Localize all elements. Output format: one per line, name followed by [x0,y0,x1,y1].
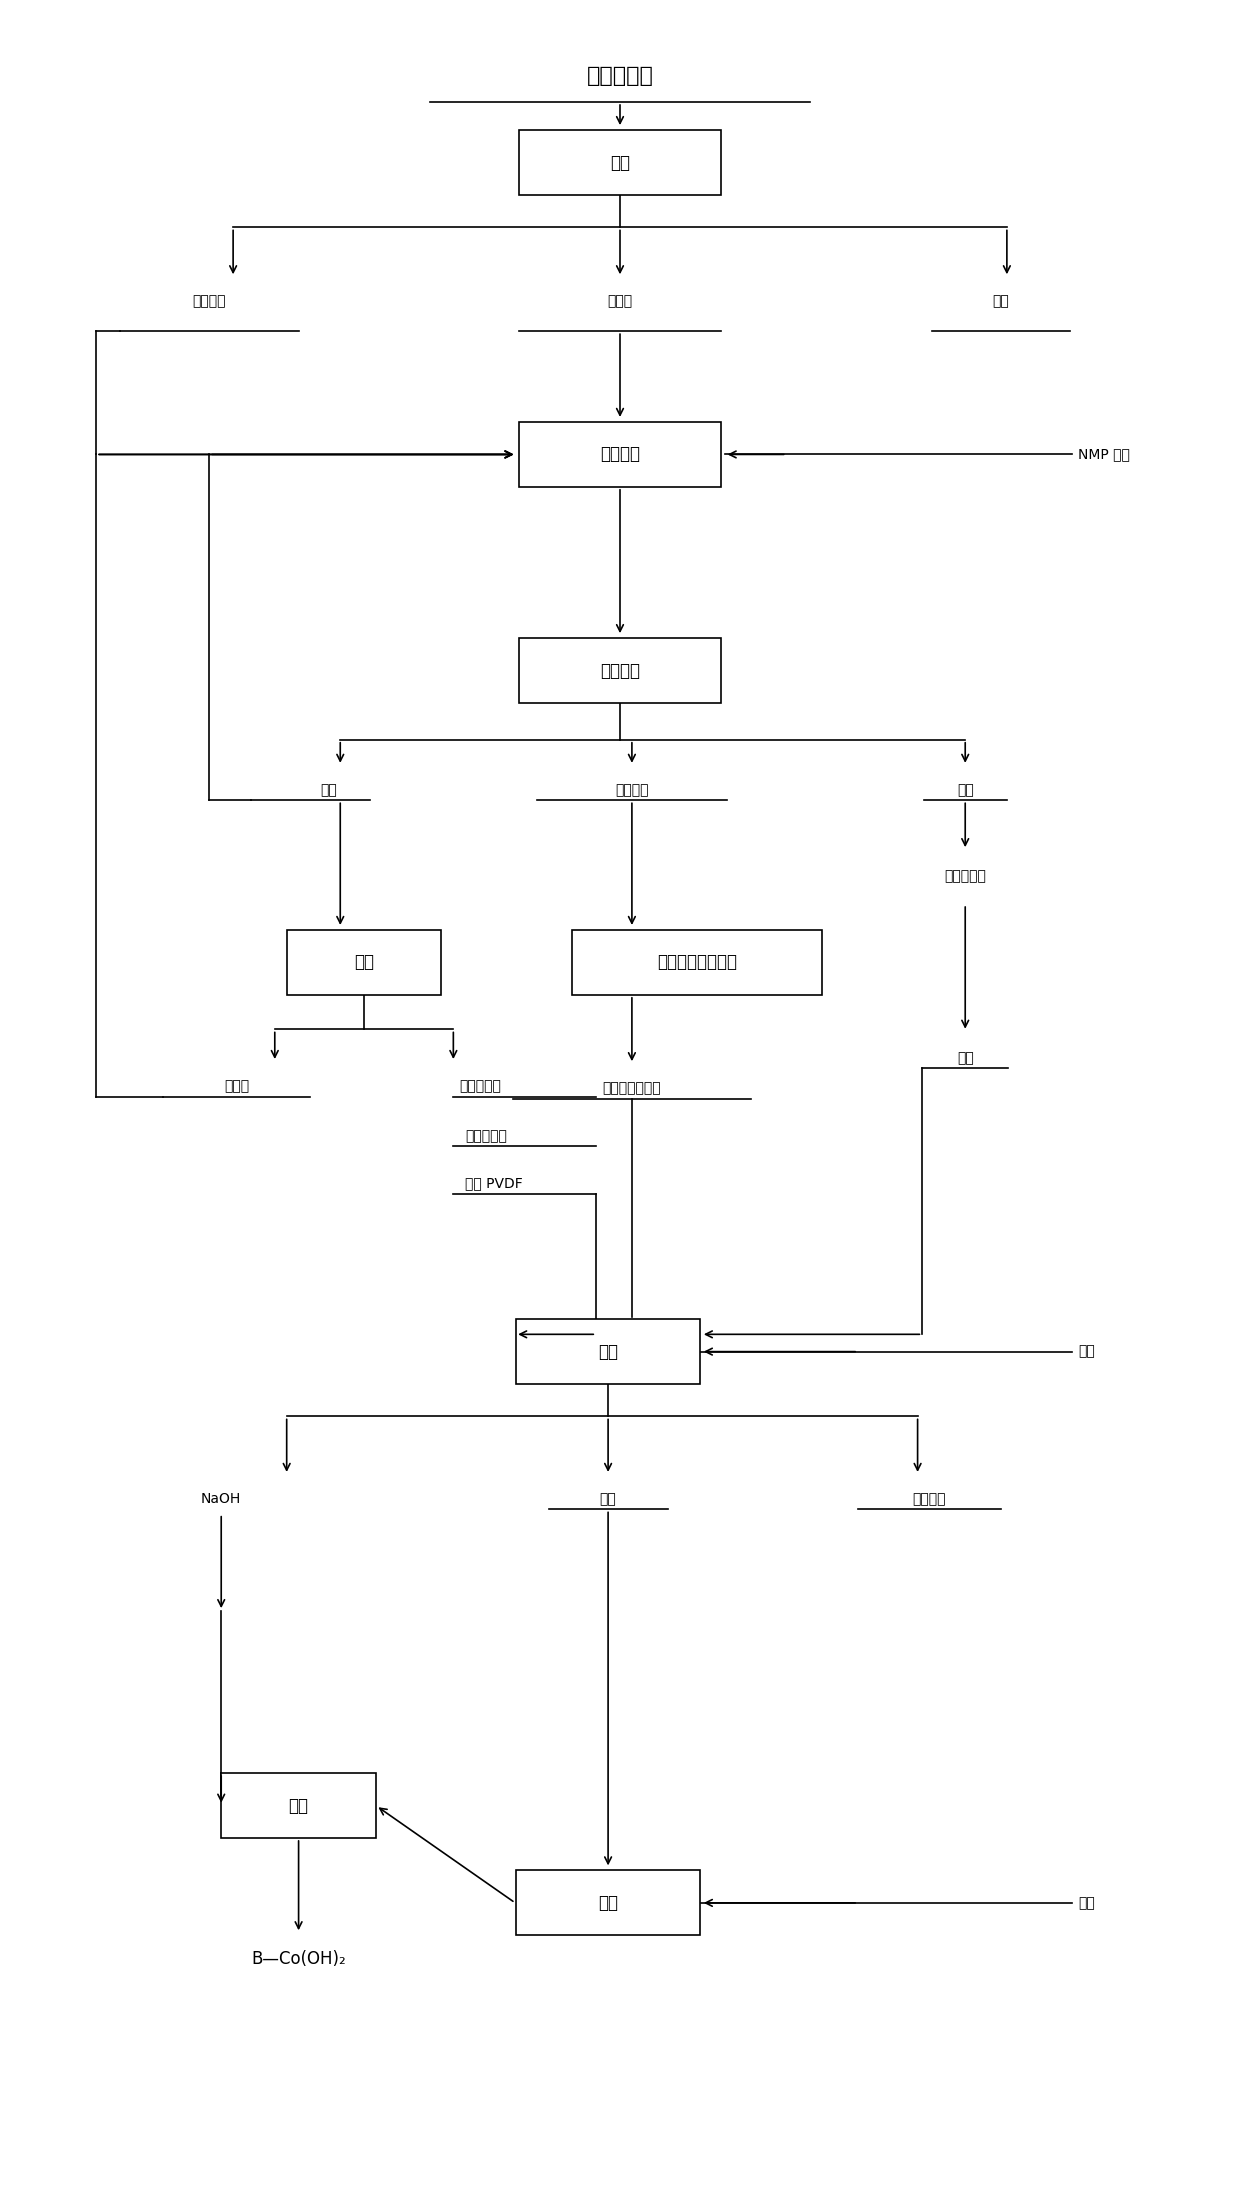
Text: 固体 PVDF: 固体 PVDF [465,1176,523,1191]
Text: 水洗、干燥: 水洗、干燥 [945,869,986,885]
Text: 铝箔: 铝箔 [957,1050,973,1065]
Text: 分离: 分离 [610,154,630,172]
Bar [518,130,722,194]
Bar [518,421,722,488]
Text: 清夜: 清夜 [320,783,337,796]
Text: 盐酸: 盐酸 [1079,1346,1095,1359]
Text: 静置澄清: 静置澄清 [600,662,640,679]
Text: NaOH: NaOH [201,1491,242,1507]
Text: 钴锂膜: 钴锂膜 [608,293,632,309]
Text: 水洗、过滤、干燥: 水洗、过滤、干燥 [657,953,738,971]
Text: 馏出液: 馏出液 [224,1079,249,1094]
Text: 钢壳: 钢壳 [992,293,1009,309]
Text: 蒸馏: 蒸馏 [355,953,374,971]
Text: 乙炔黑粉末: 乙炔黑粉末 [465,1129,507,1143]
Text: 络合: 络合 [598,1895,618,1913]
Text: 钴酸锂粉末: 钴酸锂粉末 [459,1079,501,1094]
Text: NMP 溶剂: NMP 溶剂 [1079,448,1130,461]
Text: 沉钴: 沉钴 [289,1796,309,1816]
Text: 氨水: 氨水 [1079,1895,1095,1910]
Text: 铝箔: 铝箔 [957,783,973,796]
Text: 负极材料: 负极材料 [192,293,226,309]
Text: 钴酸锂、乙炔黑: 钴酸锂、乙炔黑 [603,1081,661,1096]
Text: 溶解分离: 溶解分离 [600,446,640,463]
Bar [286,931,441,995]
Bar [573,931,822,995]
Bar [516,1319,701,1383]
Text: 钴酸钾渣: 钴酸钾渣 [615,783,649,796]
Bar [518,638,722,704]
Text: 锂离子电池: 锂离子电池 [587,66,653,86]
Text: 浸出: 浸出 [598,1343,618,1361]
Bar [221,1774,376,1838]
Bar [516,1871,701,1935]
Text: 乙炔黑渣: 乙炔黑渣 [913,1491,946,1507]
Text: 钴液: 钴液 [600,1491,616,1507]
Text: B—Co(OH)₂: B—Co(OH)₂ [252,1950,346,1968]
